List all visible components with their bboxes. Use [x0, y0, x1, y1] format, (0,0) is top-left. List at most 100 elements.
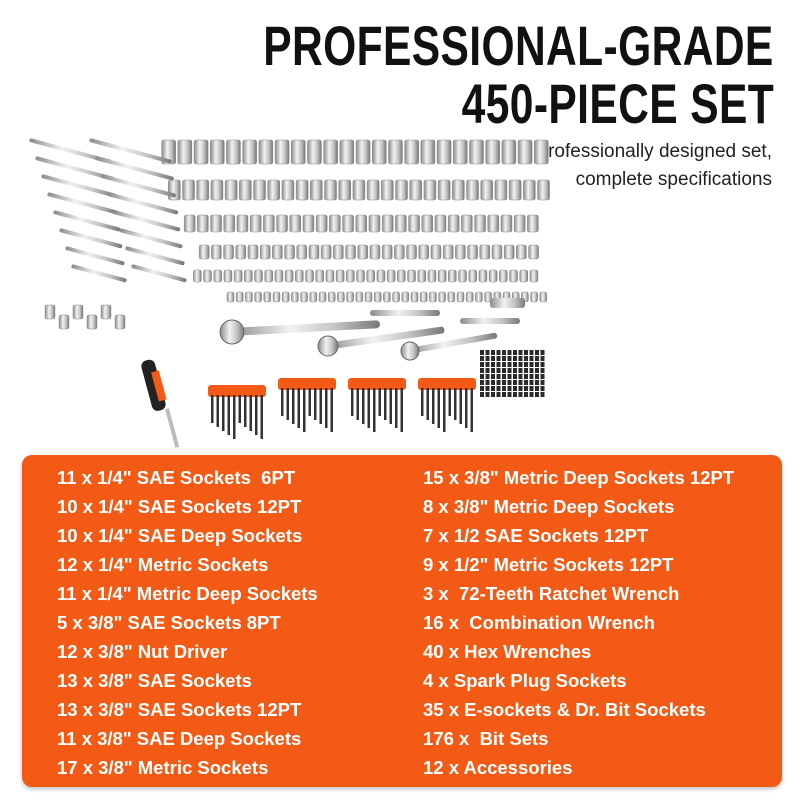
socket	[291, 139, 306, 165]
hex-key	[437, 388, 440, 428]
hex-key	[448, 388, 451, 416]
bit	[513, 380, 517, 385]
list-item: 9 x 1/2" Metric Sockets 12PT	[423, 554, 674, 575]
socket	[210, 139, 225, 165]
bit	[480, 356, 484, 361]
socket	[281, 291, 290, 303]
socket	[58, 314, 70, 330]
socket	[513, 214, 526, 233]
bit	[524, 356, 528, 361]
bit	[491, 392, 495, 397]
bit	[496, 386, 501, 391]
socket	[456, 291, 465, 303]
bit	[513, 350, 517, 355]
ratchets	[219, 298, 525, 361]
hex-key	[378, 388, 381, 416]
bit	[507, 362, 512, 367]
title-line-1: PROFESSIONAL-GRADE	[263, 14, 774, 77]
bit	[540, 350, 545, 355]
hex-key	[227, 395, 230, 435]
socket	[223, 244, 234, 260]
product-image	[29, 138, 550, 448]
socket	[318, 291, 327, 303]
bit	[485, 350, 490, 355]
bit	[502, 374, 506, 379]
hex-key	[459, 388, 462, 424]
socket	[381, 244, 393, 260]
hex-key	[233, 395, 236, 439]
bit	[540, 392, 545, 397]
socket	[291, 291, 299, 303]
list-item: 12 x Accessories	[423, 757, 573, 778]
socket	[210, 179, 224, 201]
hex-key	[454, 388, 457, 420]
socket	[356, 269, 365, 283]
socket	[458, 269, 467, 283]
subtitle-line-2: complete specifications	[575, 169, 772, 190]
list-item: 40 x Hex Wrenches	[423, 641, 592, 662]
wrench	[119, 228, 183, 249]
bit	[507, 368, 512, 373]
bit	[507, 374, 512, 379]
bit	[529, 392, 534, 397]
socket	[233, 269, 243, 283]
hex-key	[470, 388, 473, 432]
socket	[409, 179, 422, 201]
socket	[501, 139, 517, 165]
socket	[480, 179, 493, 201]
socket	[224, 179, 238, 201]
socket	[211, 244, 222, 260]
socket	[372, 139, 387, 165]
socket	[274, 139, 290, 165]
bit-tray	[480, 350, 545, 397]
bit	[480, 386, 484, 391]
socket	[465, 291, 474, 303]
socket	[517, 139, 533, 165]
wrench	[65, 246, 125, 266]
bit	[507, 350, 512, 355]
bit	[535, 392, 539, 397]
bit	[513, 392, 517, 397]
bit	[518, 392, 523, 397]
socket	[295, 179, 309, 201]
socket	[467, 244, 478, 260]
bit	[502, 392, 506, 397]
socket	[339, 139, 355, 165]
hex-key	[389, 388, 392, 424]
bit	[518, 386, 523, 391]
socket	[499, 269, 508, 283]
socket	[263, 214, 275, 233]
socket	[381, 214, 394, 233]
socket	[352, 179, 366, 201]
title-line-2: 450-PIECE SET	[461, 72, 774, 135]
socket	[182, 179, 195, 201]
socket	[455, 244, 466, 260]
bit	[485, 362, 490, 367]
socket	[239, 179, 252, 201]
wrench	[59, 228, 123, 249]
socket	[408, 214, 420, 233]
wrench	[53, 210, 121, 232]
socket	[307, 139, 322, 165]
bit	[535, 374, 539, 379]
hex-key	[314, 388, 317, 420]
socket	[487, 214, 500, 233]
socket	[242, 139, 257, 165]
socket	[366, 179, 380, 201]
socket	[488, 269, 498, 283]
list-item: 16 x Combination Wrench	[423, 612, 655, 633]
hex-key	[362, 388, 365, 424]
bit	[496, 380, 501, 385]
bit	[485, 380, 490, 385]
bit	[480, 350, 484, 355]
hex-key	[286, 388, 289, 420]
socket	[484, 291, 492, 303]
socket	[315, 214, 328, 233]
bit	[524, 380, 528, 385]
bit	[496, 374, 501, 379]
hex-key	[330, 388, 333, 432]
socket	[272, 291, 281, 303]
sockets-group	[44, 139, 550, 330]
socket	[527, 214, 539, 233]
list-item: 4 x Spark Plug Sockets	[423, 670, 627, 691]
